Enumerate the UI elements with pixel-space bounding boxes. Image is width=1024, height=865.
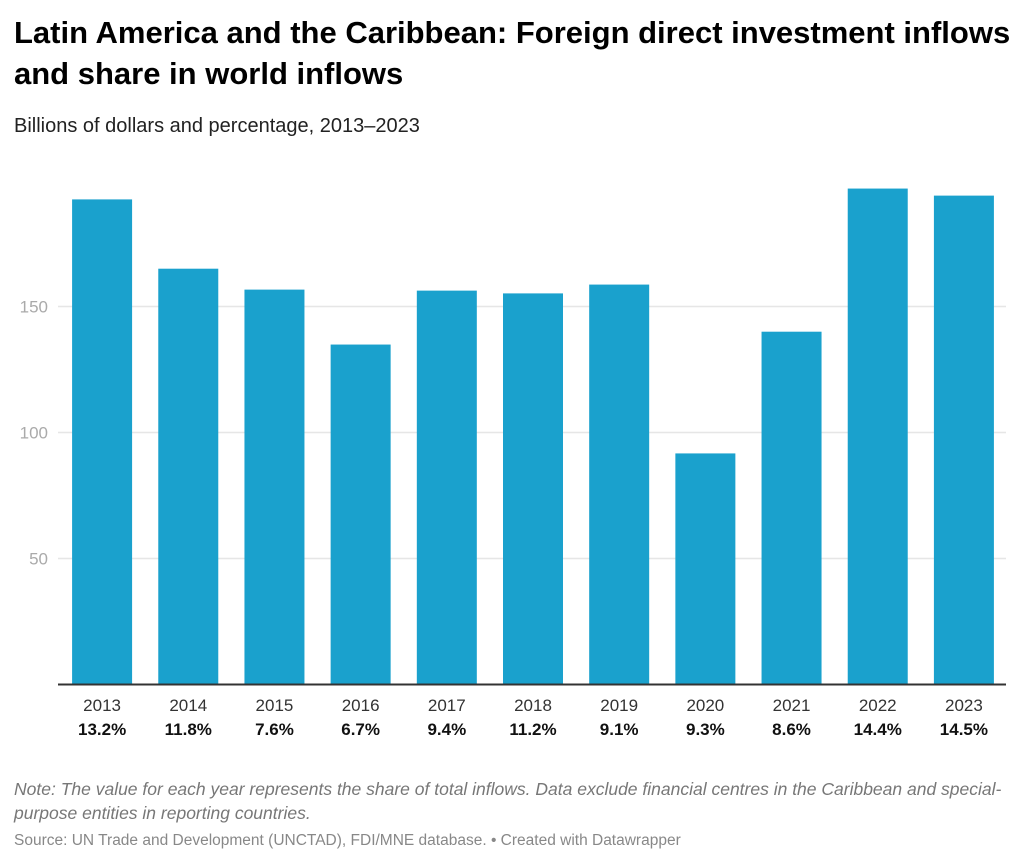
x-tick-label: 2013 [83,696,121,715]
x-tick-label: 2014 [169,696,207,715]
chart-title: Latin America and the Caribbean: Foreign… [14,15,1011,91]
share-label: 6.7% [341,720,380,739]
bar-2020 [675,453,736,685]
share-label: 11.8% [165,720,212,739]
x-tick-label: 2022 [859,696,897,715]
chart-source: Source: UN Trade and Development (UNCTAD… [14,832,681,849]
x-tick-label: 2017 [428,696,466,715]
share-label: 7.6% [255,720,294,739]
share-label: 14.5% [940,720,988,739]
bar-2019 [589,284,650,685]
share-label: 11.2% [509,720,556,739]
bar-2015 [244,289,305,685]
bar-2013 [72,199,133,685]
x-tick-label: 2016 [342,696,380,715]
x-tick-label: 2019 [600,696,638,715]
y-tick-label: 150 [20,298,48,317]
chart-subtitle: Billions of dollars and percentage, 2013… [14,115,420,137]
share-label: 9.3% [686,720,725,739]
bar-2022 [847,188,908,685]
y-tick-label: 50 [29,550,48,569]
bar-2014 [158,268,219,685]
share-label: 13.2% [78,720,126,739]
bar-2016 [330,344,391,685]
share-label: 8.6% [772,720,811,739]
y-tick-label: 100 [20,424,48,443]
bar-2018 [503,293,563,685]
x-tick-label: 2023 [945,696,983,715]
x-tick-label: 2021 [773,696,811,715]
x-tick-label: 2015 [256,696,294,715]
x-tick-label: 2018 [514,696,552,715]
chart-note: Note: The value for each year represents… [14,779,1002,823]
share-label: 9.4% [427,720,466,739]
x-tick-label: 2020 [686,696,724,715]
share-label: 14.4% [854,720,902,739]
share-label: 9.1% [600,720,639,739]
bar-2021 [761,331,822,685]
bar-2017 [416,290,477,685]
bar-2023 [933,195,994,685]
